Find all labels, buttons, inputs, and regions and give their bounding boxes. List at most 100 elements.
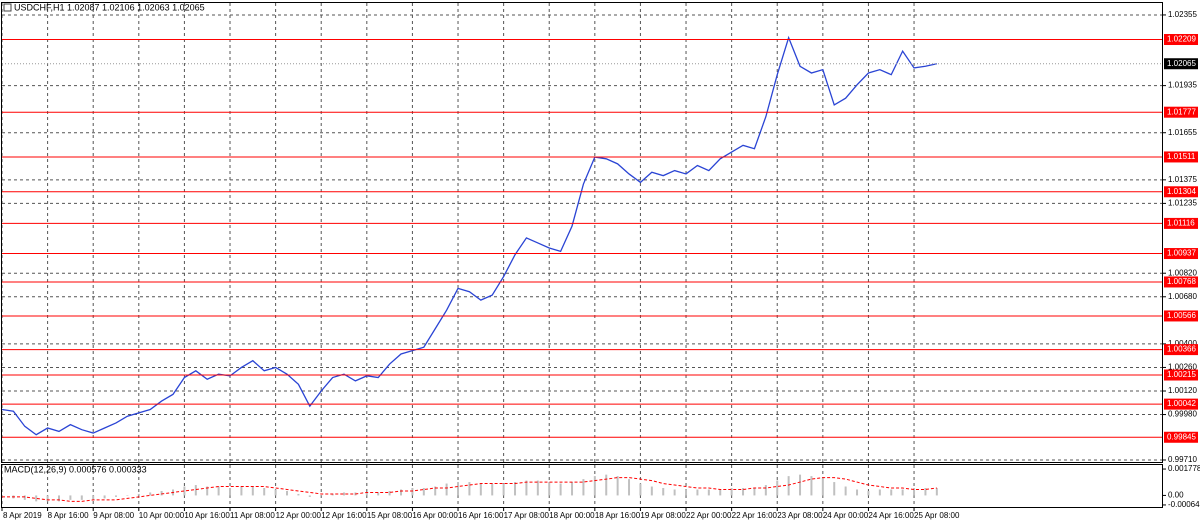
macd-bar <box>160 490 163 496</box>
macd-bar <box>628 479 631 496</box>
y-tick-label: 1.01235 <box>1168 199 1197 208</box>
macd-bar <box>115 495 118 497</box>
macd-bar <box>308 495 311 497</box>
macd-bar <box>69 495 72 500</box>
level-label: 1.01777 <box>1167 107 1196 116</box>
macd-bar <box>422 488 425 496</box>
macd-bar <box>776 480 779 496</box>
level-label: 0.99845 <box>1167 432 1196 441</box>
y-tick-label: 1.01935 <box>1168 81 1197 90</box>
level-label-box <box>1164 151 1198 163</box>
macd-bar <box>844 486 847 496</box>
macd-bar <box>890 489 893 496</box>
macd-bar <box>639 483 642 496</box>
x-tick-label: 17 Apr 08:00 <box>504 511 550 520</box>
y-tick-label: 1.00400 <box>1168 339 1197 348</box>
macd-bar <box>719 489 722 496</box>
level-label: 1.00042 <box>1167 399 1196 408</box>
x-tick-label: 10 Apr 00:00 <box>139 511 185 520</box>
macd-bar <box>525 480 528 496</box>
macd-bar <box>411 488 414 496</box>
level-label: 1.02209 <box>1167 35 1196 44</box>
x-tick-label: 16 Apr 16:00 <box>458 511 504 520</box>
y-tick-label: 1.00260 <box>1168 363 1197 372</box>
macd-bar <box>685 489 688 496</box>
level-label-box <box>1164 34 1198 46</box>
signal-line <box>2 477 937 502</box>
macd-bar <box>616 476 619 496</box>
macd-bar <box>149 492 152 496</box>
macd-bar <box>673 489 676 496</box>
macd-bar <box>137 493 140 496</box>
level-label: 1.00366 <box>1167 345 1196 354</box>
level-label: 1.01511 <box>1167 152 1196 161</box>
mark-layer <box>1 35 1162 502</box>
macd-bar <box>582 479 585 496</box>
macd-bar <box>650 486 653 496</box>
macd-bar <box>468 482 471 496</box>
grid-layer <box>1 3 1162 507</box>
macd-bar <box>707 489 710 496</box>
x-tick-label: 24 Apr 00:00 <box>823 511 869 520</box>
macd-bar <box>251 486 254 496</box>
macd-bar <box>924 488 927 496</box>
macd-bar <box>878 489 881 496</box>
macd-bar <box>400 489 403 496</box>
x-tick-label: 22 Apr 00:00 <box>686 511 732 520</box>
macd-bar <box>605 474 608 496</box>
macd-bar <box>263 488 266 496</box>
macd-bar <box>343 492 346 496</box>
x-tick-label: 9 Apr 08:00 <box>93 511 134 520</box>
macd-bar <box>126 495 129 496</box>
macd-bar <box>80 495 83 500</box>
x-tick-label: 12 Apr 16:00 <box>321 511 367 520</box>
y-tick-label: 1.00120 <box>1168 386 1197 395</box>
level-label: 1.00937 <box>1167 249 1196 258</box>
macd-bar <box>593 476 596 496</box>
macd-bar <box>206 486 209 496</box>
macd-bar <box>559 483 562 496</box>
macd-bar <box>365 492 368 496</box>
y-tick-label: -0.000642 <box>1168 500 1200 509</box>
symbol-icon <box>3 3 12 12</box>
macd-bar <box>742 488 745 496</box>
level-label-box <box>1164 431 1198 443</box>
macd-bar <box>457 482 460 496</box>
y-tick-label: 0.001778 <box>1168 464 1200 473</box>
macd-bar <box>491 483 494 496</box>
level-label-box <box>1164 398 1198 410</box>
current-price-label: 1.02065 <box>1167 59 1196 68</box>
x-tick-label: 16 Apr 00:00 <box>412 511 458 520</box>
x-tick-label: 18 Apr 00:00 <box>549 511 595 520</box>
y-tick-label: 1.01375 <box>1168 175 1197 184</box>
level-label-box <box>1164 369 1198 381</box>
macd-bar <box>23 495 26 500</box>
level-label-box <box>1164 106 1198 118</box>
level-label: 1.00215 <box>1167 370 1196 379</box>
macd-bar <box>935 488 938 496</box>
x-tick-label: 12 Apr 00:00 <box>276 511 322 520</box>
macd-bar <box>536 480 539 496</box>
level-label-box <box>1164 276 1198 288</box>
macd-bar <box>662 488 665 496</box>
x-tick-label: 11 Apr 08:00 <box>230 511 275 520</box>
macd-panel-frame <box>1 464 1163 508</box>
x-tick-label: 8 Apr 16:00 <box>48 511 89 520</box>
level-label-box <box>1164 217 1198 229</box>
y-tick-label: 0.99710 <box>1168 455 1197 464</box>
x-tick-label: 23 Apr 08:00 <box>777 511 823 520</box>
macd-bar <box>502 483 505 496</box>
level-label-box <box>1164 310 1198 322</box>
x-tick-label: 22 Apr 16:00 <box>732 511 778 520</box>
macd-bar <box>194 485 197 496</box>
macd-bar <box>867 490 870 496</box>
macd-bar <box>696 489 699 496</box>
level-label: 1.01304 <box>1167 187 1196 196</box>
macd-bar <box>445 483 448 496</box>
y-tick-label: 1.01655 <box>1168 128 1197 137</box>
y-tick-label: 1.00820 <box>1168 268 1197 277</box>
macd-bar <box>821 477 824 496</box>
level-label: 1.00768 <box>1167 277 1196 286</box>
x-tick-label: 10 Apr 16:00 <box>184 511 230 520</box>
macd-bar <box>730 488 733 496</box>
